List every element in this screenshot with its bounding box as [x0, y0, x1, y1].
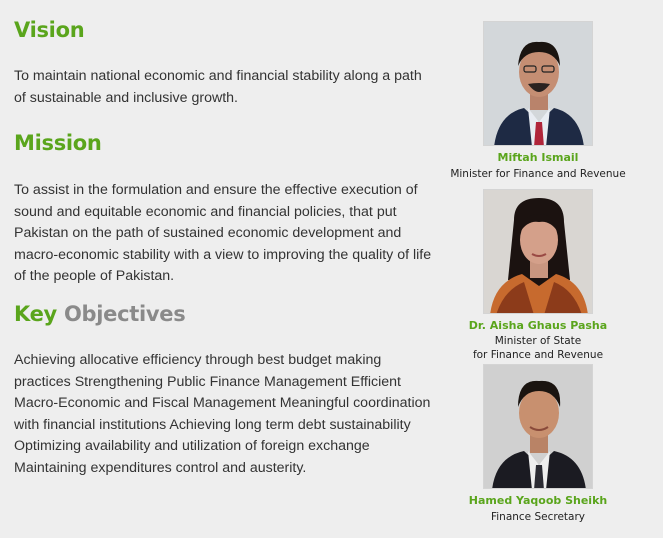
vision-heading: Vision [14, 18, 85, 42]
portrait-aisha-ghaus-pasha [483, 189, 593, 314]
person-name-2: Dr. Aisha Ghaus Pasha [468, 319, 608, 332]
portrait-miftah-ismail [483, 21, 593, 146]
mission-text: To assist in the formulation and ensure … [14, 182, 432, 285]
person-name-1: Miftah Ismail [497, 151, 579, 164]
portrait-aisha-ghaus-pasha-image [484, 190, 592, 313]
objectives-heading: Key Objectives [14, 302, 186, 326]
portrait-hamed-yaqoob-sheikh-image [484, 365, 592, 488]
person-title-2-line2: for Finance and Revenue [472, 349, 604, 361]
person-title-3: Finance Secretary [490, 511, 586, 523]
person-title-2-line1: Minister of State [494, 335, 582, 347]
portrait-miftah-ismail-image [484, 22, 592, 145]
vision-text: To maintain national economic and financ… [14, 68, 422, 106]
person-name-3: Hamed Yaqoob Sheikh [468, 494, 608, 507]
objectives-heading-key: Key [14, 302, 57, 326]
objectives-text: Achieving allocative efficiency through … [14, 352, 431, 476]
person-title-1: Minister for Finance and Revenue [450, 168, 626, 180]
mission-heading: Mission [14, 131, 102, 155]
portrait-hamed-yaqoob-sheikh [483, 364, 593, 489]
objectives-heading-objectives: Objectives [63, 302, 186, 326]
